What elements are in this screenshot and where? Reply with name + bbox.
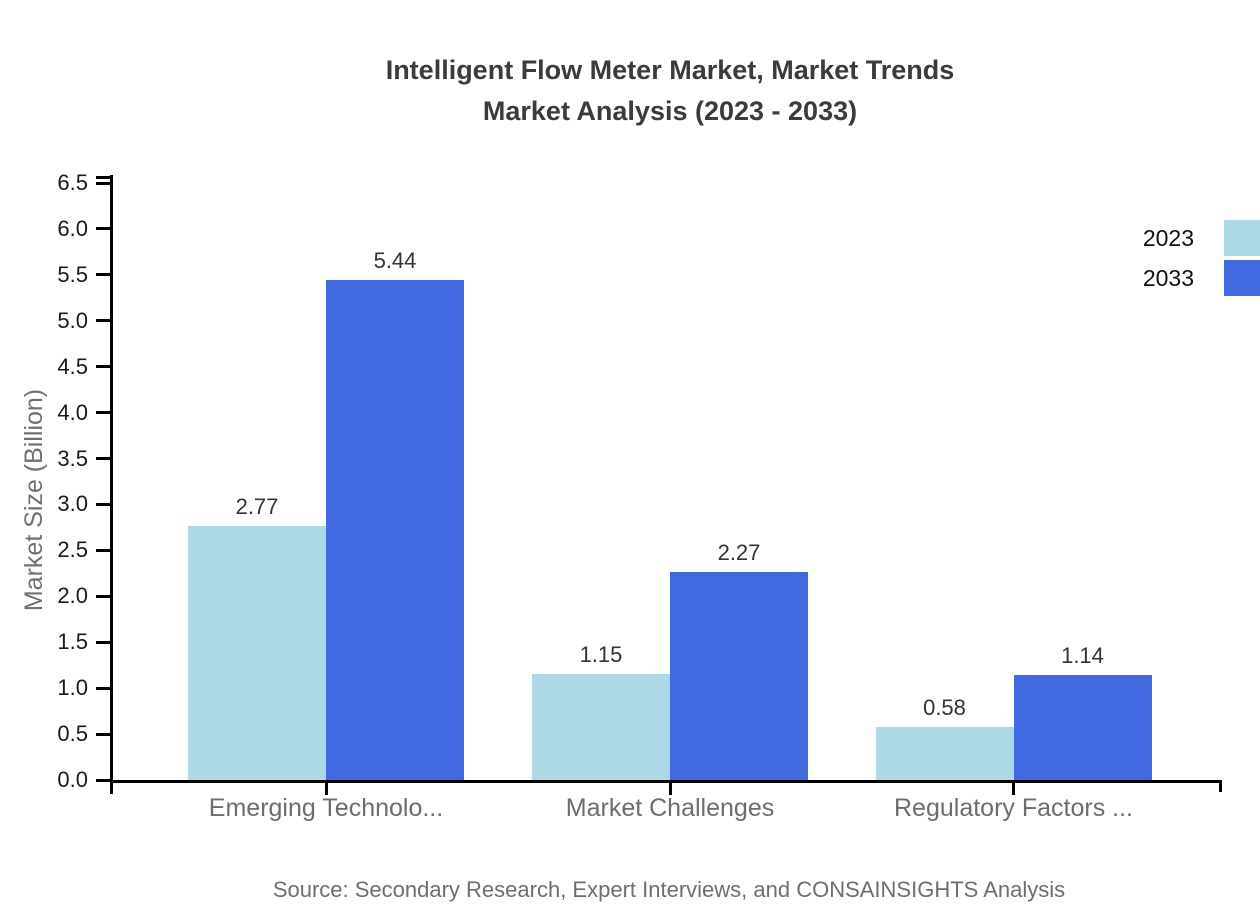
x-axis-end-tick — [1219, 783, 1222, 792]
y-tick-label: 6.0 — [57, 215, 88, 241]
y-tick — [96, 548, 110, 552]
y-tick — [96, 181, 110, 185]
y-tick-label: 3.5 — [57, 445, 88, 471]
y-tick — [96, 686, 110, 690]
y-tick-label: 5.0 — [57, 307, 88, 333]
y-tick-label: 3.0 — [57, 491, 88, 517]
y-tick — [96, 227, 110, 231]
y-tick — [96, 502, 110, 506]
bar-2033-group1 — [326, 280, 464, 780]
y-axis-top-cap — [96, 175, 110, 179]
x-category-label: Emerging Technolo... — [208, 794, 444, 822]
y-tick — [96, 778, 110, 782]
y-tick-label: 4.0 — [57, 399, 88, 425]
legend-row-2023: 2023 — [1090, 218, 1260, 258]
bar-value-label: 2.27 — [717, 539, 761, 565]
bar-2023-group1 — [188, 525, 326, 780]
chart-title-line1: Intelligent Flow Meter Market, Market Tr… — [385, 55, 955, 85]
bar-2033-group2 — [670, 571, 808, 780]
x-tick — [324, 783, 328, 795]
y-tick — [96, 319, 110, 323]
y-tick — [96, 732, 110, 736]
bar-value-label: 2.77 — [235, 493, 279, 519]
y-tick-label: 0.5 — [57, 721, 88, 747]
legend-swatch-2033 — [1224, 260, 1260, 296]
bar-value-label: 1.14 — [1061, 643, 1104, 669]
chart-title: Intelligent Flow Meter Market, Market Tr… — [80, 50, 1260, 132]
bar-2033-group3 — [1013, 675, 1152, 780]
y-tick-label: 2.0 — [57, 583, 88, 609]
bar-value-label: 1.15 — [579, 642, 623, 668]
y-tick-label: 1.0 — [57, 675, 88, 701]
legend-swatch-2023 — [1224, 220, 1260, 256]
y-tick — [96, 640, 110, 644]
legend-label-2023: 2023 — [1142, 224, 1194, 251]
bar-2023-group2 — [532, 674, 670, 780]
y-tick-label: 5.5 — [57, 261, 88, 287]
bar-2023-group3 — [875, 726, 1014, 780]
y-tick-label: 2.5 — [57, 537, 88, 563]
x-axis-line — [110, 780, 1222, 783]
y-tick — [96, 594, 110, 598]
y-tick-label: 1.5 — [57, 629, 88, 655]
legend-row-2033: 2033 — [1090, 258, 1260, 298]
y-axis-line — [110, 175, 113, 794]
x-category-label: Regulatory Factors ... — [894, 794, 1133, 822]
y-tick — [96, 457, 110, 461]
x-tick — [668, 783, 672, 795]
y-tick-label: 6.5 — [57, 170, 88, 195]
legend-label-2033: 2033 — [1142, 264, 1194, 291]
x-tick — [1012, 783, 1015, 795]
y-tick — [96, 273, 110, 277]
y-tick-label: 4.5 — [57, 353, 88, 379]
x-category-label: Market Challenges — [565, 794, 775, 822]
plot-area: 0.0 0.5 1.0 1.5 2.0 2.5 3.0 3.5 4.0 4.5 5.0 5.5 6.0 6… — [57, 170, 1222, 822]
y-tick-label: 0.0 — [57, 767, 88, 792]
chart-title-line2: Market Analysis (2023 - 2033) — [482, 96, 858, 126]
y-tick — [96, 411, 110, 415]
bar-value-label: 5.44 — [373, 248, 417, 274]
legend: 2023 2033 — [1090, 218, 1260, 298]
bar-value-label: 0.58 — [923, 694, 966, 720]
y-tick — [96, 365, 110, 369]
source-note: Source: Secondary Research, Expert Inter… — [272, 877, 1066, 902]
